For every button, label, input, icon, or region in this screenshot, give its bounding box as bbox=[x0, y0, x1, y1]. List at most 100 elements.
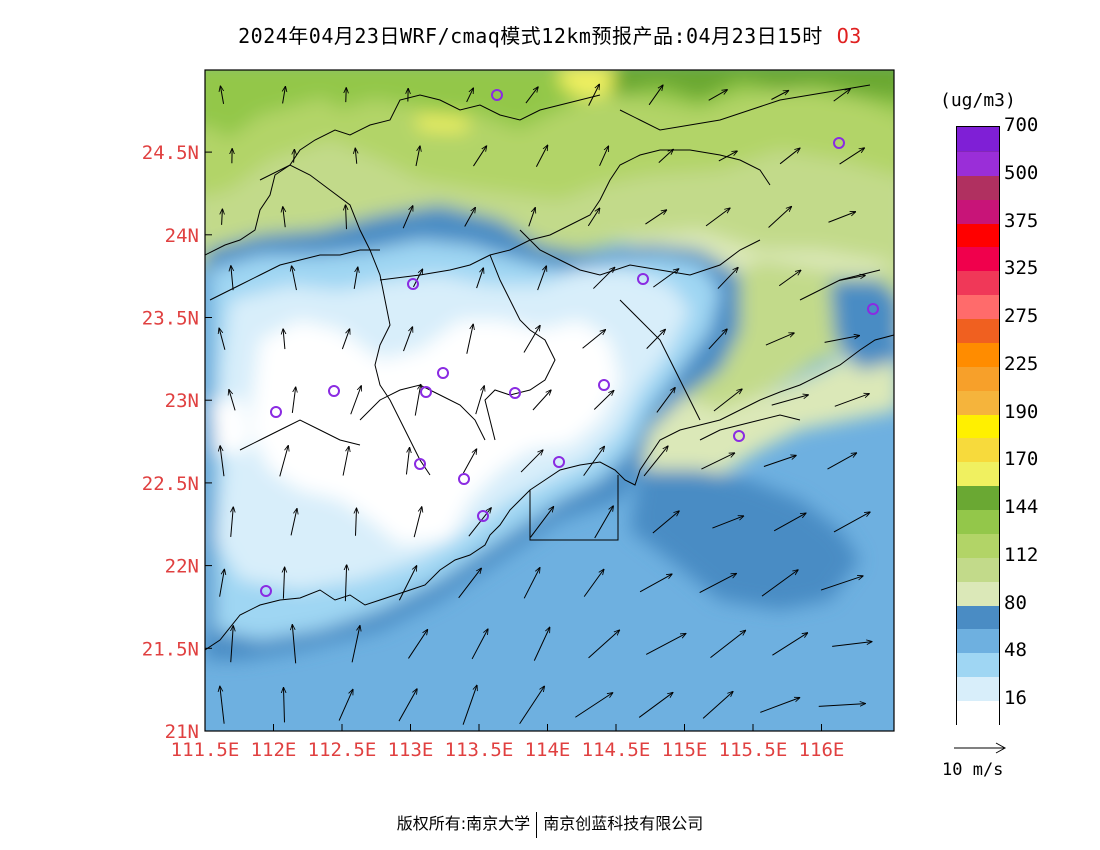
colorbar-label: 700 bbox=[1004, 114, 1039, 136]
colorbar-swatch bbox=[957, 437, 999, 463]
station-marker bbox=[477, 510, 489, 522]
wind-arrow bbox=[639, 574, 672, 593]
colorbar-swatch bbox=[957, 700, 999, 725]
wind-arrow bbox=[462, 685, 477, 725]
wind-arrow bbox=[476, 268, 484, 289]
wind-arrow bbox=[350, 386, 362, 415]
wind-arrow bbox=[717, 267, 738, 289]
wind-arrow bbox=[413, 507, 422, 538]
colorbar-label: 112 bbox=[1004, 543, 1039, 566]
wind-arrow bbox=[415, 146, 420, 167]
wind-arrow bbox=[638, 693, 673, 718]
colorbar-swatch bbox=[957, 150, 999, 176]
wind-arrow bbox=[588, 84, 600, 106]
lon-tick-label: 112E bbox=[251, 739, 297, 761]
wind-arrow bbox=[473, 146, 486, 167]
wind-arrow bbox=[652, 511, 679, 534]
reference-vector-arrow bbox=[954, 742, 1007, 754]
wind-arrow bbox=[824, 336, 860, 343]
wind-arrow bbox=[839, 148, 865, 165]
colorbar-label: 325 bbox=[1004, 257, 1039, 280]
wind-arrow bbox=[279, 446, 288, 477]
lat-tick-label: 23N bbox=[165, 390, 199, 412]
station-marker bbox=[509, 387, 521, 399]
lat-tick-label: 24.5N bbox=[142, 142, 199, 164]
wind-arrow bbox=[833, 89, 851, 102]
station-marker bbox=[437, 367, 449, 379]
wind-arrow bbox=[763, 456, 796, 467]
wind-arrow bbox=[820, 576, 863, 591]
wind-arrow bbox=[535, 145, 547, 167]
copyright-footer: 版权所有:南京大学 南京创蓝科技有限公司 bbox=[0, 810, 1100, 838]
wind-arrow bbox=[827, 453, 857, 470]
wind-arrow bbox=[599, 146, 609, 167]
wind-arrow bbox=[646, 329, 666, 349]
wind-arrow bbox=[523, 568, 540, 599]
wind-arrow bbox=[530, 507, 553, 538]
wind-arrow bbox=[220, 446, 225, 477]
lon-tick-label: 115.5E bbox=[719, 739, 788, 761]
colorbar-swatch bbox=[957, 294, 999, 320]
colorbar-label: 275 bbox=[1004, 305, 1039, 328]
wind-arrow bbox=[708, 329, 727, 350]
station-marker bbox=[598, 379, 610, 391]
wind-arrow bbox=[656, 388, 675, 413]
lon-tick-label: 115E bbox=[662, 739, 708, 761]
colorbar-swatch bbox=[957, 246, 999, 272]
wind-arrow bbox=[471, 629, 488, 660]
wind-arrow bbox=[229, 390, 236, 411]
station-marker bbox=[260, 585, 272, 597]
wind-arrow bbox=[583, 446, 605, 476]
lon-tick-label: 114E bbox=[525, 739, 571, 761]
wind-arrow bbox=[587, 208, 599, 227]
longitude-axis: 111.5E 112E 112.5E 113E 113.5E 114E 114.5E 115E… bbox=[171, 724, 844, 761]
map-title: 2024年04月23日WRF/cmaq模式12km预报产品:04月23日15时 O… bbox=[0, 20, 1100, 49]
colorbar-swatch bbox=[957, 389, 999, 415]
wind-arrow bbox=[231, 507, 234, 537]
wind-arrow bbox=[405, 448, 409, 475]
wind-arrow bbox=[533, 627, 549, 661]
wind-arrow bbox=[220, 86, 223, 104]
wind-arrow bbox=[519, 686, 545, 725]
colorbar-swatch bbox=[957, 580, 999, 606]
wind-arrow bbox=[294, 149, 295, 163]
station-marker bbox=[458, 473, 470, 485]
wind-arrow bbox=[291, 387, 295, 413]
wind-arrow bbox=[699, 573, 737, 593]
wind-arrow bbox=[773, 513, 806, 532]
colorbar-swatch bbox=[957, 652, 999, 678]
wind-arrow bbox=[575, 693, 612, 718]
colorbar-label: 190 bbox=[1004, 400, 1039, 423]
wind-arrow bbox=[283, 329, 285, 350]
latitude-axis: 21N 21.5N 22N 22.5N 23N 23.5N 24N 24.5N bbox=[142, 142, 212, 743]
wind-arrow bbox=[583, 569, 604, 597]
wind-arrow bbox=[283, 567, 284, 599]
colorbar-swatch bbox=[957, 174, 999, 200]
wind-arrow bbox=[398, 566, 416, 601]
wind-arrow bbox=[718, 151, 737, 162]
title-species: O3 bbox=[836, 24, 862, 48]
wind-arrow bbox=[520, 450, 543, 473]
wind-arrow bbox=[710, 630, 745, 659]
reference-vector-label: 10 m/s bbox=[942, 760, 1004, 780]
colorbar-label: 16 bbox=[1004, 687, 1027, 710]
wind-arrow bbox=[712, 516, 743, 529]
wind-arrow bbox=[705, 208, 730, 227]
colorbar-label: 500 bbox=[1004, 161, 1039, 184]
wind-arrow bbox=[760, 698, 799, 713]
wind-arrow bbox=[283, 207, 285, 228]
wind-arrow bbox=[351, 626, 360, 663]
wind-arrow bbox=[466, 88, 474, 103]
station-marker bbox=[414, 458, 426, 470]
wind-arrow bbox=[648, 85, 663, 106]
wind-arrow bbox=[403, 327, 413, 352]
colorbar-swatch bbox=[957, 556, 999, 582]
colorbar-swatch bbox=[957, 318, 999, 343]
wind-arrow bbox=[645, 634, 686, 655]
colorbar-swatch bbox=[957, 485, 999, 511]
wind-arrow bbox=[771, 395, 809, 406]
lat-tick-label: 22N bbox=[165, 556, 199, 578]
wind-arrow bbox=[219, 569, 225, 597]
colorbar-swatch bbox=[957, 341, 999, 367]
lat-tick-label: 23.5N bbox=[142, 308, 199, 330]
